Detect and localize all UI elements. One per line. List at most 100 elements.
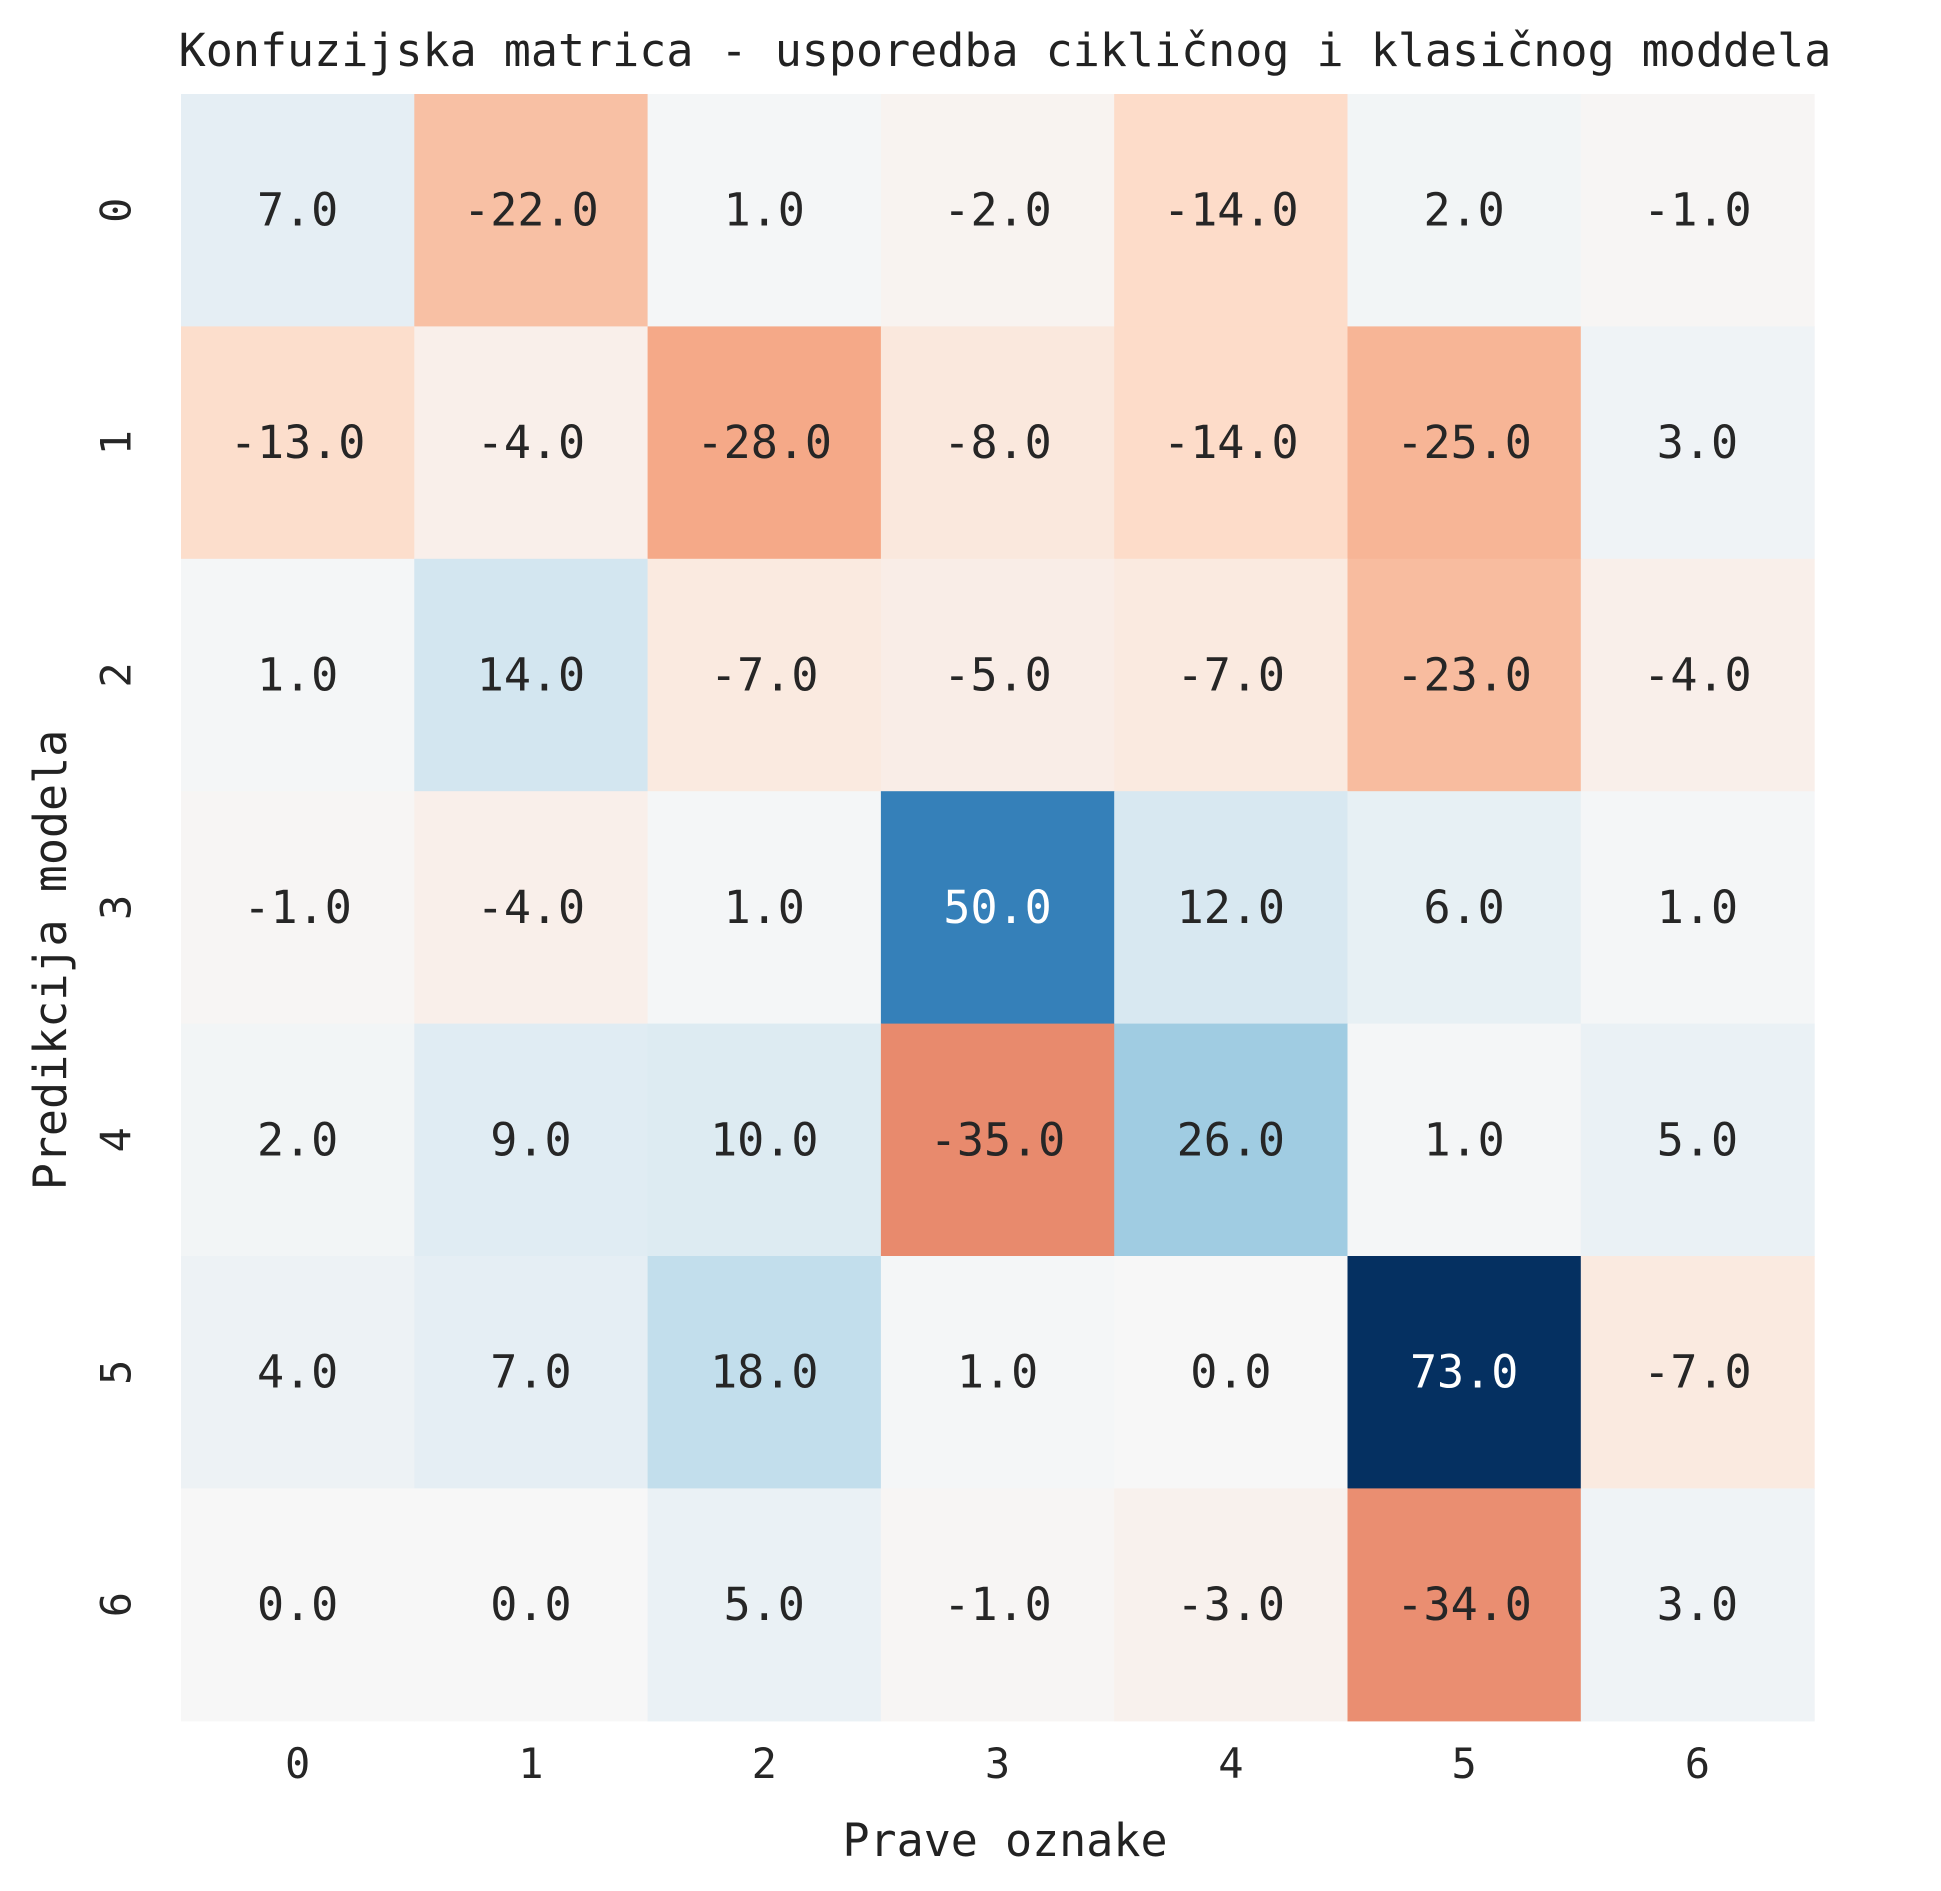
y-tick-label: 0 xyxy=(92,198,141,223)
cell-value-label: -1.0 xyxy=(943,1578,1051,1631)
heatmap-cell xyxy=(1347,94,1582,327)
heatmap-cell xyxy=(1114,791,1349,1025)
cell-value-label: 12.0 xyxy=(1177,881,1285,934)
heatmap-cell xyxy=(647,1023,882,1257)
cell-value-label: -7.0 xyxy=(1643,1346,1751,1399)
cell-value-label: 50.0 xyxy=(943,881,1051,934)
cell-value-label: 1.0 xyxy=(724,881,805,934)
cell-value-label: -23.0 xyxy=(1396,649,1531,702)
x-tick-label: 2 xyxy=(752,1739,777,1788)
y-tick-label: 1 xyxy=(92,430,141,455)
heatmap-cell xyxy=(880,1256,1115,1489)
cell-value-label: 5.0 xyxy=(1657,1113,1738,1166)
y-tick-labels: 0 1 2 3 4 5 6 xyxy=(92,198,141,1618)
cell-value-label: 1.0 xyxy=(957,1346,1038,1399)
cell-value-label: -5.0 xyxy=(943,649,1051,702)
cell-value-label: 7.0 xyxy=(490,1346,571,1399)
cell-value-label: -7.0 xyxy=(1177,649,1285,702)
cell-value-label: 14.0 xyxy=(477,649,585,702)
heatmap-cell xyxy=(181,1256,415,1489)
heatmap-cell xyxy=(1580,558,1815,792)
cell-value-label: 18.0 xyxy=(710,1346,818,1399)
cell-value-label: -1.0 xyxy=(243,881,351,934)
heatmap-cell xyxy=(1114,558,1349,792)
cell-value-label: -13.0 xyxy=(230,416,365,469)
heatmap-cell xyxy=(880,1023,1115,1257)
x-tick-label: 1 xyxy=(518,1739,543,1788)
cell-value-label: -34.0 xyxy=(1396,1578,1531,1631)
cell-value-label: 0.0 xyxy=(1190,1346,1271,1399)
x-tick-label: 0 xyxy=(285,1739,310,1788)
cell-value-label: -3.0 xyxy=(1177,1578,1285,1631)
heatmap-cell xyxy=(1347,791,1582,1025)
x-tick-label: 5 xyxy=(1452,1739,1477,1788)
cell-value-label: -25.0 xyxy=(1396,416,1531,469)
heatmap-cell xyxy=(1580,791,1815,1025)
cell-value-label: 3.0 xyxy=(1657,1578,1738,1631)
heatmap-cell xyxy=(414,326,649,560)
y-tick-label: 3 xyxy=(92,895,141,920)
cell-value-label: 9.0 xyxy=(490,1113,571,1166)
heatmap-cell xyxy=(1114,1488,1349,1722)
heatmap-cell xyxy=(414,1488,649,1722)
cell-value-label: -2.0 xyxy=(943,184,1051,237)
y-tick-label: 5 xyxy=(92,1360,141,1385)
y-axis-label: Predikcija modela xyxy=(24,730,77,1191)
cell-value-label: 1.0 xyxy=(257,649,338,702)
heatmap-cell xyxy=(181,558,415,792)
x-tick-labels: 0 1 2 3 4 5 6 xyxy=(285,1739,1710,1788)
cell-value-label: 1.0 xyxy=(1657,881,1738,934)
heatmap-cell xyxy=(1347,1023,1582,1257)
cell-value-label: -28.0 xyxy=(697,416,832,469)
heatmap-cell xyxy=(181,1023,415,1257)
heatmap-cell xyxy=(181,326,415,560)
cell-value-label: -4.0 xyxy=(1643,649,1751,702)
heatmap-cell xyxy=(1347,1488,1582,1722)
heatmap-cell xyxy=(880,326,1115,560)
x-tick-label: 6 xyxy=(1685,1739,1710,1788)
cell-value-label: -7.0 xyxy=(710,649,818,702)
heatmap-cell xyxy=(647,1256,882,1489)
y-tick-label: 4 xyxy=(92,1127,141,1152)
heatmap-cell xyxy=(647,326,882,560)
heatmap-cell xyxy=(414,94,649,327)
cell-value-label: 3.0 xyxy=(1657,416,1738,469)
cell-value-label: 73.0 xyxy=(1410,1346,1518,1399)
y-tick-label: 2 xyxy=(92,662,141,687)
heatmap-cell xyxy=(1580,326,1815,560)
heatmap-cell xyxy=(181,94,415,327)
cell-value-label: 5.0 xyxy=(724,1578,805,1631)
heatmap-cell xyxy=(181,791,415,1025)
cell-value-label: 7.0 xyxy=(257,184,338,237)
heatmap-cell xyxy=(414,558,649,792)
cell-value-label: 10.0 xyxy=(710,1113,818,1166)
heatmap-cell xyxy=(181,1488,415,1722)
cell-value-label: 0.0 xyxy=(490,1578,571,1631)
cell-value-label: 4.0 xyxy=(257,1346,338,1399)
heatmap-cell xyxy=(414,1256,649,1489)
cell-value-label: -22.0 xyxy=(463,184,598,237)
heatmap-cells: 7.0 -22.0 1.0 -2.0 -14.0 2.0 -1.0 -13.0 -4.0 -28.… xyxy=(181,94,1815,1722)
cell-value-label: 26.0 xyxy=(1177,1113,1285,1166)
cell-value-label: -4.0 xyxy=(477,881,585,934)
heatmap-cell xyxy=(1580,1488,1815,1722)
heatmap-cell xyxy=(1114,326,1349,560)
heatmap-cell xyxy=(1114,1256,1349,1489)
heatmap-cell xyxy=(647,94,882,327)
heatmap-cell xyxy=(1580,1256,1815,1489)
x-tick-label: 3 xyxy=(985,1739,1010,1788)
heatmap-cell xyxy=(1347,1256,1582,1489)
cell-value-label: 2.0 xyxy=(1424,184,1505,237)
chart-title: Konfuzijska matrica - usporedba ciklično… xyxy=(179,24,1832,77)
heatmap-cell xyxy=(880,1488,1115,1722)
cell-value-label: -35.0 xyxy=(930,1113,1065,1166)
heatmap-cell xyxy=(414,1023,649,1257)
heatmap-cell xyxy=(1114,1023,1349,1257)
heatmap-cell xyxy=(1580,1023,1815,1257)
cell-value-label: 6.0 xyxy=(1424,881,1505,934)
cell-value-label: -4.0 xyxy=(477,416,585,469)
cell-value-label: 1.0 xyxy=(1424,1113,1505,1166)
heatmap-cell xyxy=(1580,94,1815,327)
heatmap-cell xyxy=(1114,94,1349,327)
